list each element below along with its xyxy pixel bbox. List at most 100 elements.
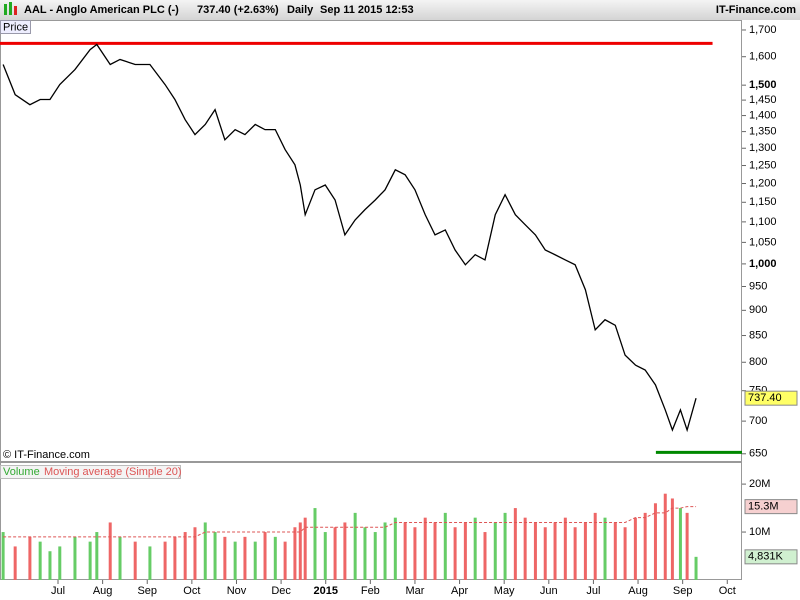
volume-bar — [613, 522, 617, 580]
volume-bar — [413, 527, 417, 580]
x-tick-label: Sep — [137, 585, 157, 597]
volume-bar — [95, 532, 99, 580]
x-tick-label: May — [494, 585, 515, 597]
volume-bar — [173, 536, 177, 580]
volume-bar — [163, 541, 167, 580]
y-tick-label: 1,150 — [749, 196, 777, 208]
volume-label: Volume — [3, 466, 40, 478]
y-tick-label: 1,100 — [749, 216, 777, 228]
volume-bar — [573, 527, 577, 580]
y-tick-label: 1,700 — [749, 24, 777, 36]
x-tick-label: Aug — [93, 585, 113, 597]
panel-label: Price — [3, 21, 28, 33]
volume-panel — [0, 462, 742, 580]
volume-bar — [523, 517, 527, 580]
last-price-box — [744, 390, 798, 406]
volume-bar — [213, 532, 217, 580]
volume-bar — [233, 541, 237, 580]
volume-bar — [48, 551, 52, 580]
volume-bar — [353, 512, 357, 580]
volume-bar — [148, 546, 152, 580]
y-tick-label: 800 — [749, 356, 767, 368]
volume-bar — [373, 532, 377, 580]
y-tick-label: 1,450 — [749, 94, 777, 106]
volume-bar — [678, 508, 682, 580]
y-tick-label: 1,050 — [749, 236, 777, 248]
volume-bar — [1, 532, 5, 580]
icon — [14, 6, 17, 15]
y-tick-label: 1,000 — [749, 258, 777, 270]
icon — [4, 4, 7, 15]
y-tick-label: 950 — [749, 280, 767, 292]
volume-bar — [493, 522, 497, 580]
last-ma: 15.3M — [748, 501, 779, 513]
volume-bar — [623, 527, 627, 580]
volume-bar — [298, 522, 302, 580]
volume-bar — [553, 522, 557, 580]
price-line — [2, 43, 697, 433]
panel-tag — [0, 465, 181, 479]
volume-bar — [583, 522, 587, 580]
y-tick-label: 1,250 — [749, 159, 777, 171]
header-bar — [0, 0, 800, 20]
volume-bar — [203, 522, 207, 580]
y-tick-label: 900 — [749, 304, 767, 316]
volume-bar — [403, 522, 407, 580]
y-tick-label: 1,200 — [749, 177, 777, 189]
x-tick-label: Apr — [451, 585, 468, 597]
y-tick-label: 1,350 — [749, 126, 777, 138]
volume-bar — [13, 546, 17, 580]
volume-bar — [273, 536, 277, 580]
price-panel — [0, 20, 742, 462]
y-tick-label: 650 — [749, 448, 767, 460]
volume-bar — [38, 541, 42, 580]
volume-bar — [183, 532, 187, 580]
volume-bar — [563, 517, 567, 580]
volume-bar — [533, 522, 537, 580]
volume-bar — [333, 527, 337, 580]
volume-tick-label: 10M — [749, 526, 770, 538]
volume-bar — [73, 536, 77, 580]
y-tick-label: 700 — [749, 415, 767, 427]
volume-bar — [513, 508, 517, 580]
volume-bar — [193, 527, 197, 580]
volume-bar — [670, 498, 674, 580]
brand: IT-Finance.com — [716, 4, 796, 16]
icon — [9, 2, 12, 15]
x-tick-label: Nov — [227, 585, 247, 597]
volume-bar — [343, 522, 347, 580]
y-tick-label: 1,500 — [749, 79, 777, 91]
volume-bar — [663, 493, 667, 580]
y-tick-label: 1,600 — [749, 51, 777, 63]
volume-bar — [453, 527, 457, 580]
last-ma-box — [744, 499, 798, 515]
volume-bar — [28, 536, 32, 580]
x-tick-label: 2015 — [313, 585, 337, 597]
y-tick-label: 1,300 — [749, 142, 777, 154]
copyright: © IT-Finance.com — [3, 449, 90, 461]
x-tick-label: Jul — [586, 585, 600, 597]
volume-bar — [473, 517, 477, 580]
volume-bar — [423, 517, 427, 580]
volume-bar — [88, 541, 92, 580]
volume-bar — [433, 522, 437, 580]
x-tick-label: Mar — [405, 585, 424, 597]
symbol: AAL - Anglo American PLC (-) — [24, 4, 179, 16]
x-tick-label: Oct — [719, 585, 736, 597]
volume-bar — [643, 512, 647, 580]
volume-bar — [383, 522, 387, 580]
volume-bar — [363, 527, 367, 580]
volume-bar — [443, 512, 447, 580]
x-tick-label: Jul — [51, 585, 65, 597]
volume-bar — [653, 503, 657, 580]
x-tick-label: Feb — [361, 585, 380, 597]
volume-bar — [133, 541, 137, 580]
volume-tick-label: 20M — [749, 478, 770, 490]
moving-average — [3, 506, 697, 538]
volume-bar — [483, 532, 487, 580]
volume-bar — [263, 532, 267, 580]
volume-bar — [543, 527, 547, 580]
volume-bar — [293, 527, 297, 580]
ma-label: Moving average (Simple 20) — [44, 466, 182, 478]
